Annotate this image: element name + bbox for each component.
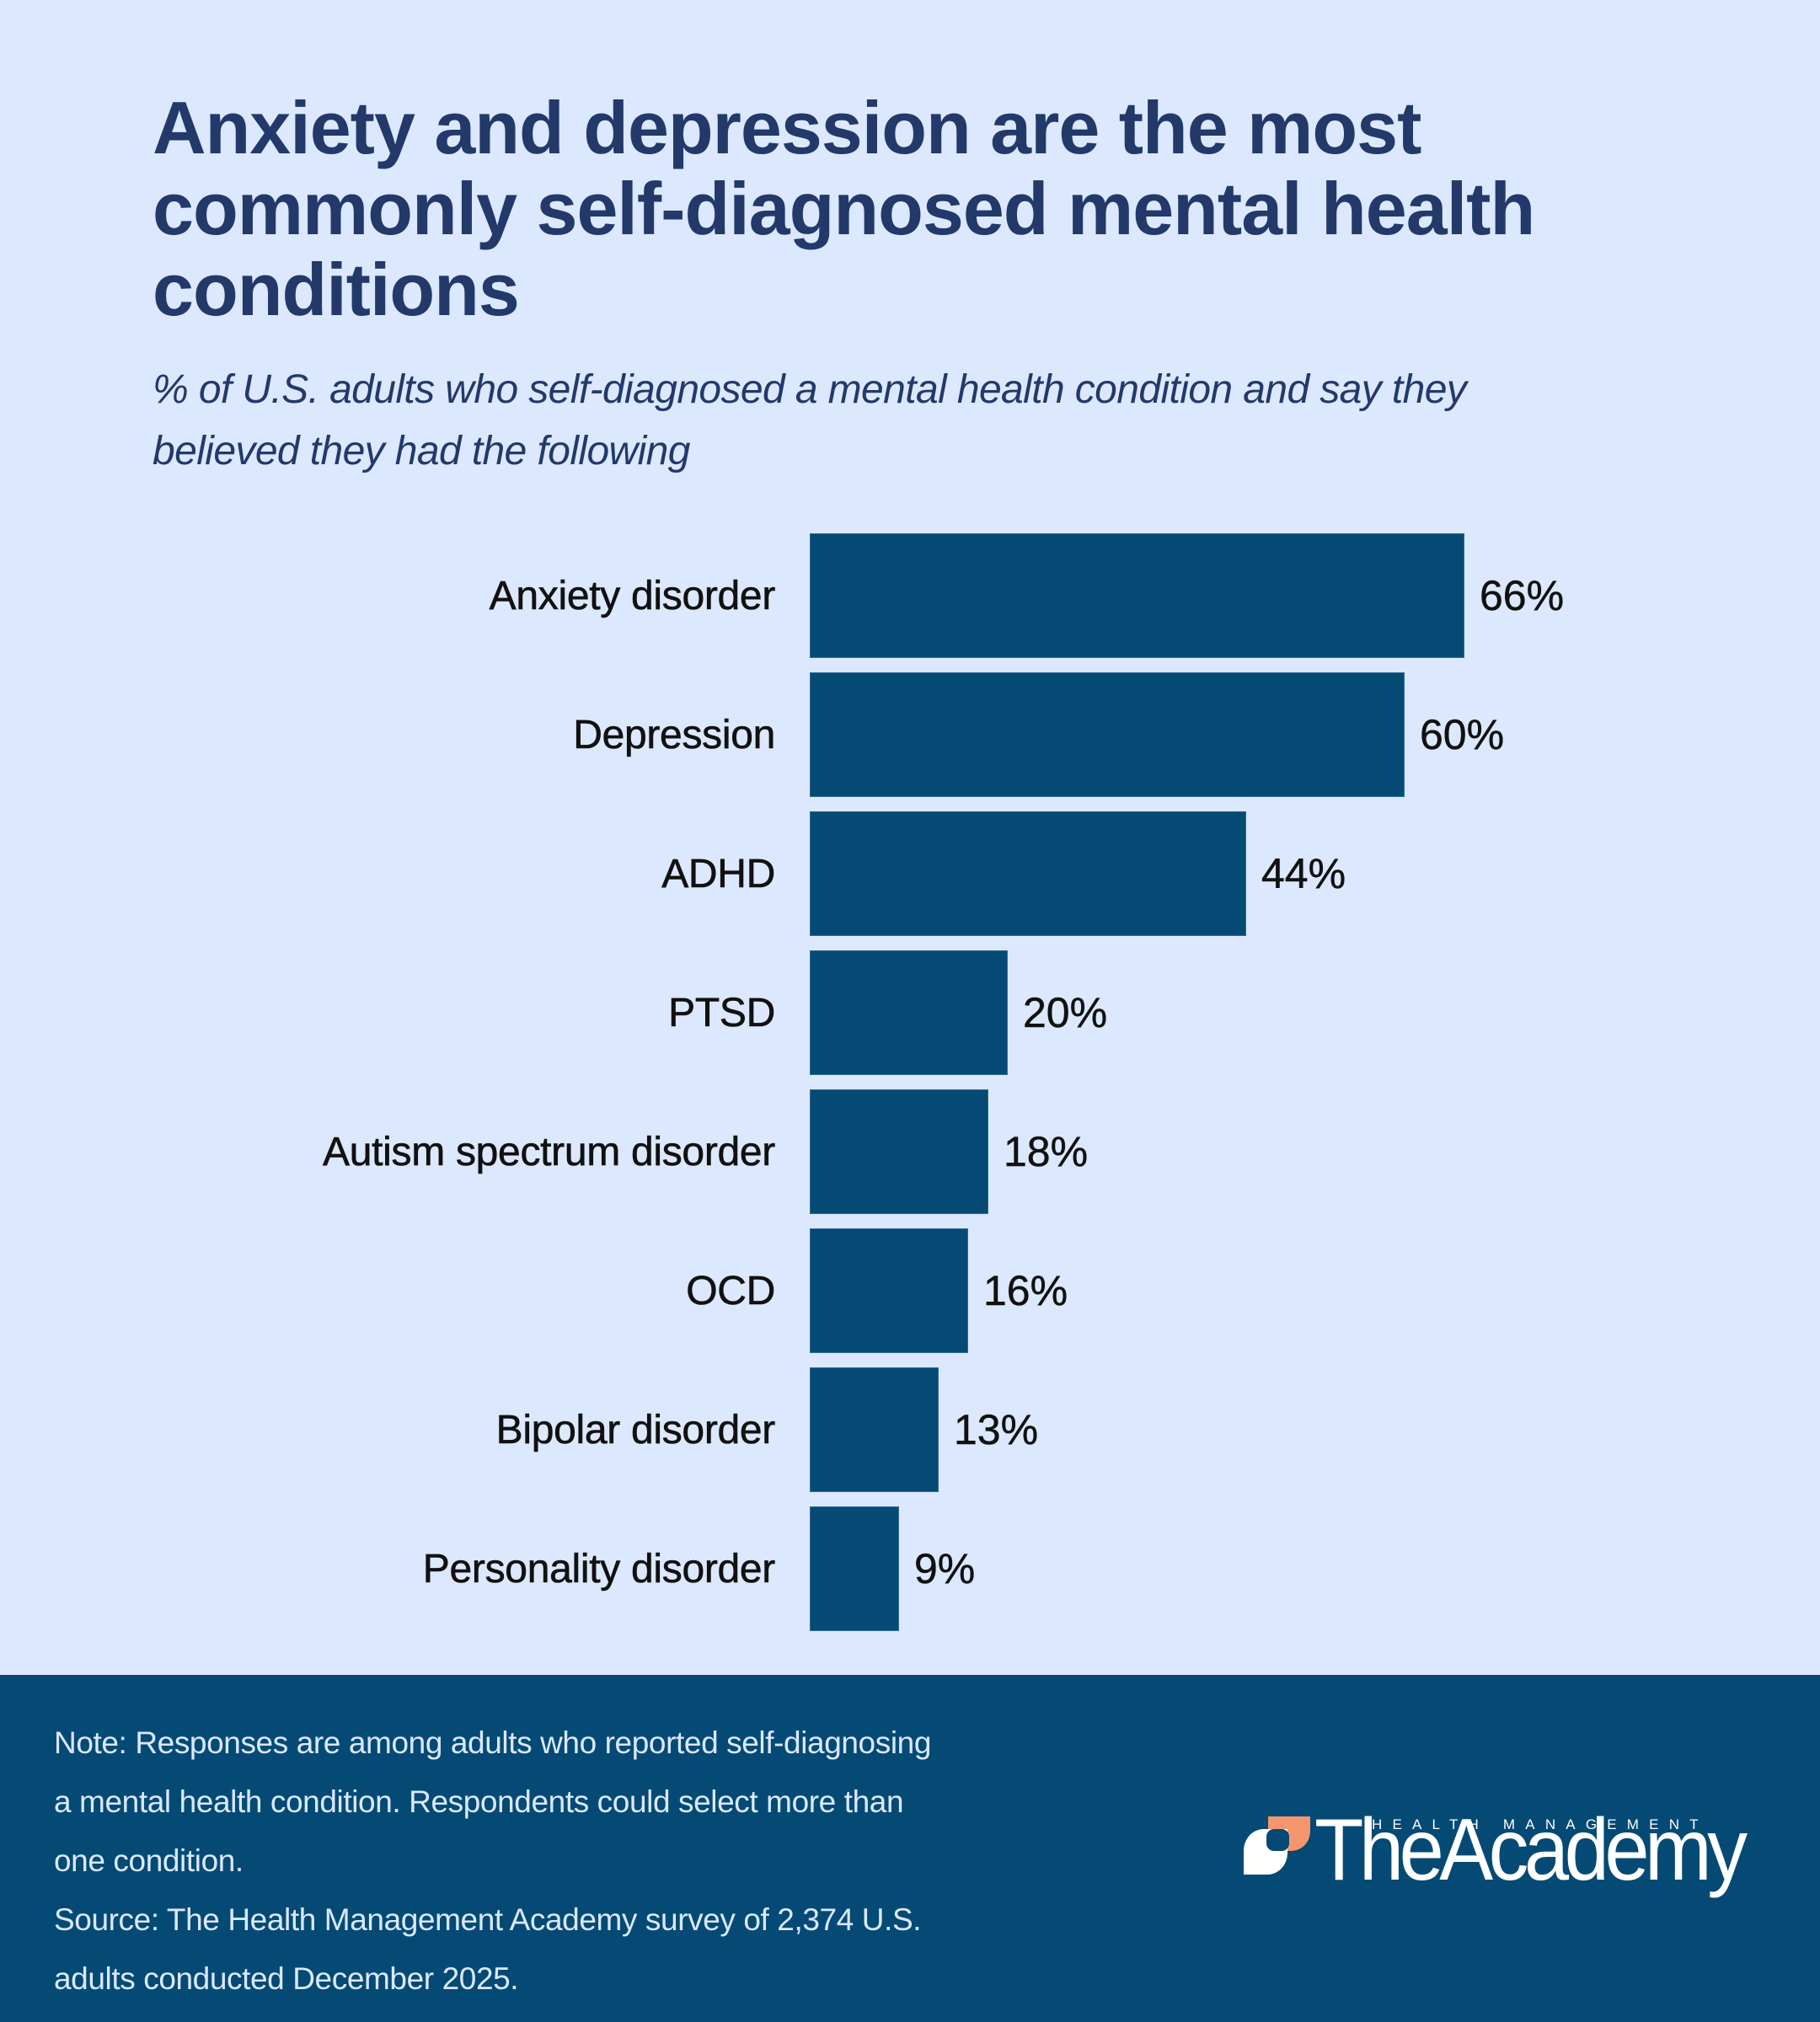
subtitle-line-2: believed they had the following bbox=[153, 429, 690, 473]
category-label: PTSD bbox=[668, 990, 776, 1035]
chart-title: Anxiety and depression are the most comm… bbox=[153, 88, 1753, 330]
title-line-1: Anxiety and depression are the most bbox=[153, 86, 1421, 169]
source-line-1: Source: The Health Management Academy su… bbox=[54, 1902, 922, 1937]
bar-row: Depression 60% bbox=[0, 672, 1820, 797]
bar bbox=[810, 811, 1246, 936]
category-label: Personality disorder bbox=[422, 1546, 775, 1591]
bar-row: Anxiety disorder 66% bbox=[0, 533, 1820, 658]
category-label: Anxiety disorder bbox=[489, 573, 775, 618]
bar bbox=[810, 950, 1008, 1075]
bar-row: Bipolar disorder 13% bbox=[0, 1367, 1820, 1492]
category-label: Bipolar disorder bbox=[495, 1407, 775, 1452]
bar-row: OCD 16% bbox=[0, 1228, 1820, 1353]
title-line-2: commonly self-diagnosed mental health bbox=[153, 167, 1535, 250]
note-line-3: one condition. bbox=[54, 1843, 244, 1878]
title-line-3: conditions bbox=[153, 248, 520, 331]
bar-row: ADHD 44% bbox=[0, 811, 1820, 936]
value-label: 66% bbox=[1480, 572, 1565, 620]
bar bbox=[810, 1228, 968, 1353]
category-label: OCD bbox=[686, 1268, 776, 1313]
value-label: 44% bbox=[1261, 850, 1346, 898]
leaf-mark-icon bbox=[1244, 1816, 1310, 1875]
bar bbox=[810, 1506, 899, 1631]
logo-wordmark: TheAcademy bbox=[1314, 1801, 1748, 1899]
category-label: ADHD bbox=[661, 851, 776, 896]
value-label: 9% bbox=[914, 1545, 976, 1593]
bar bbox=[810, 672, 1405, 797]
value-label: 20% bbox=[1023, 989, 1108, 1037]
value-label: 13% bbox=[954, 1406, 1039, 1454]
footnotes: Note: Responses are among adults who rep… bbox=[54, 1714, 1116, 2009]
bar bbox=[810, 533, 1464, 658]
chart-subtitle: % of U.S. adults who self-diagnosed a me… bbox=[153, 359, 1753, 482]
bar-chart: Anxiety disorder 66% Depression 60% ADHD 44% P… bbox=[0, 533, 1820, 1631]
note-line-2: a mental health condition. Respondents c… bbox=[54, 1784, 904, 1819]
value-label: 16% bbox=[983, 1267, 1068, 1315]
bar-row: Autism spectrum disorder 18% bbox=[0, 1089, 1820, 1214]
category-label: Autism spectrum disorder bbox=[323, 1129, 776, 1174]
logo-tagline: HEALTH MANAGEMENT bbox=[1372, 1816, 1709, 1832]
academy-logo: HEALTH MANAGEMENT TheAcademy bbox=[1244, 1806, 1749, 1909]
footer: Note: Responses are among adults who rep… bbox=[0, 1675, 1820, 2022]
source-line-2: adults conducted December 2025. bbox=[54, 1961, 519, 1996]
category-label: Depression bbox=[573, 712, 776, 757]
bar-row: Personality disorder 9% bbox=[0, 1506, 1820, 1631]
bar bbox=[810, 1089, 988, 1214]
subtitle-line-1: % of U.S. adults who self-diagnosed a me… bbox=[153, 367, 1467, 412]
value-label: 18% bbox=[1004, 1128, 1089, 1176]
bar-row: PTSD 20% bbox=[0, 950, 1820, 1075]
note-line-1: Note: Responses are among adults who rep… bbox=[54, 1725, 932, 1760]
value-label: 60% bbox=[1420, 711, 1505, 759]
bar bbox=[810, 1367, 939, 1492]
